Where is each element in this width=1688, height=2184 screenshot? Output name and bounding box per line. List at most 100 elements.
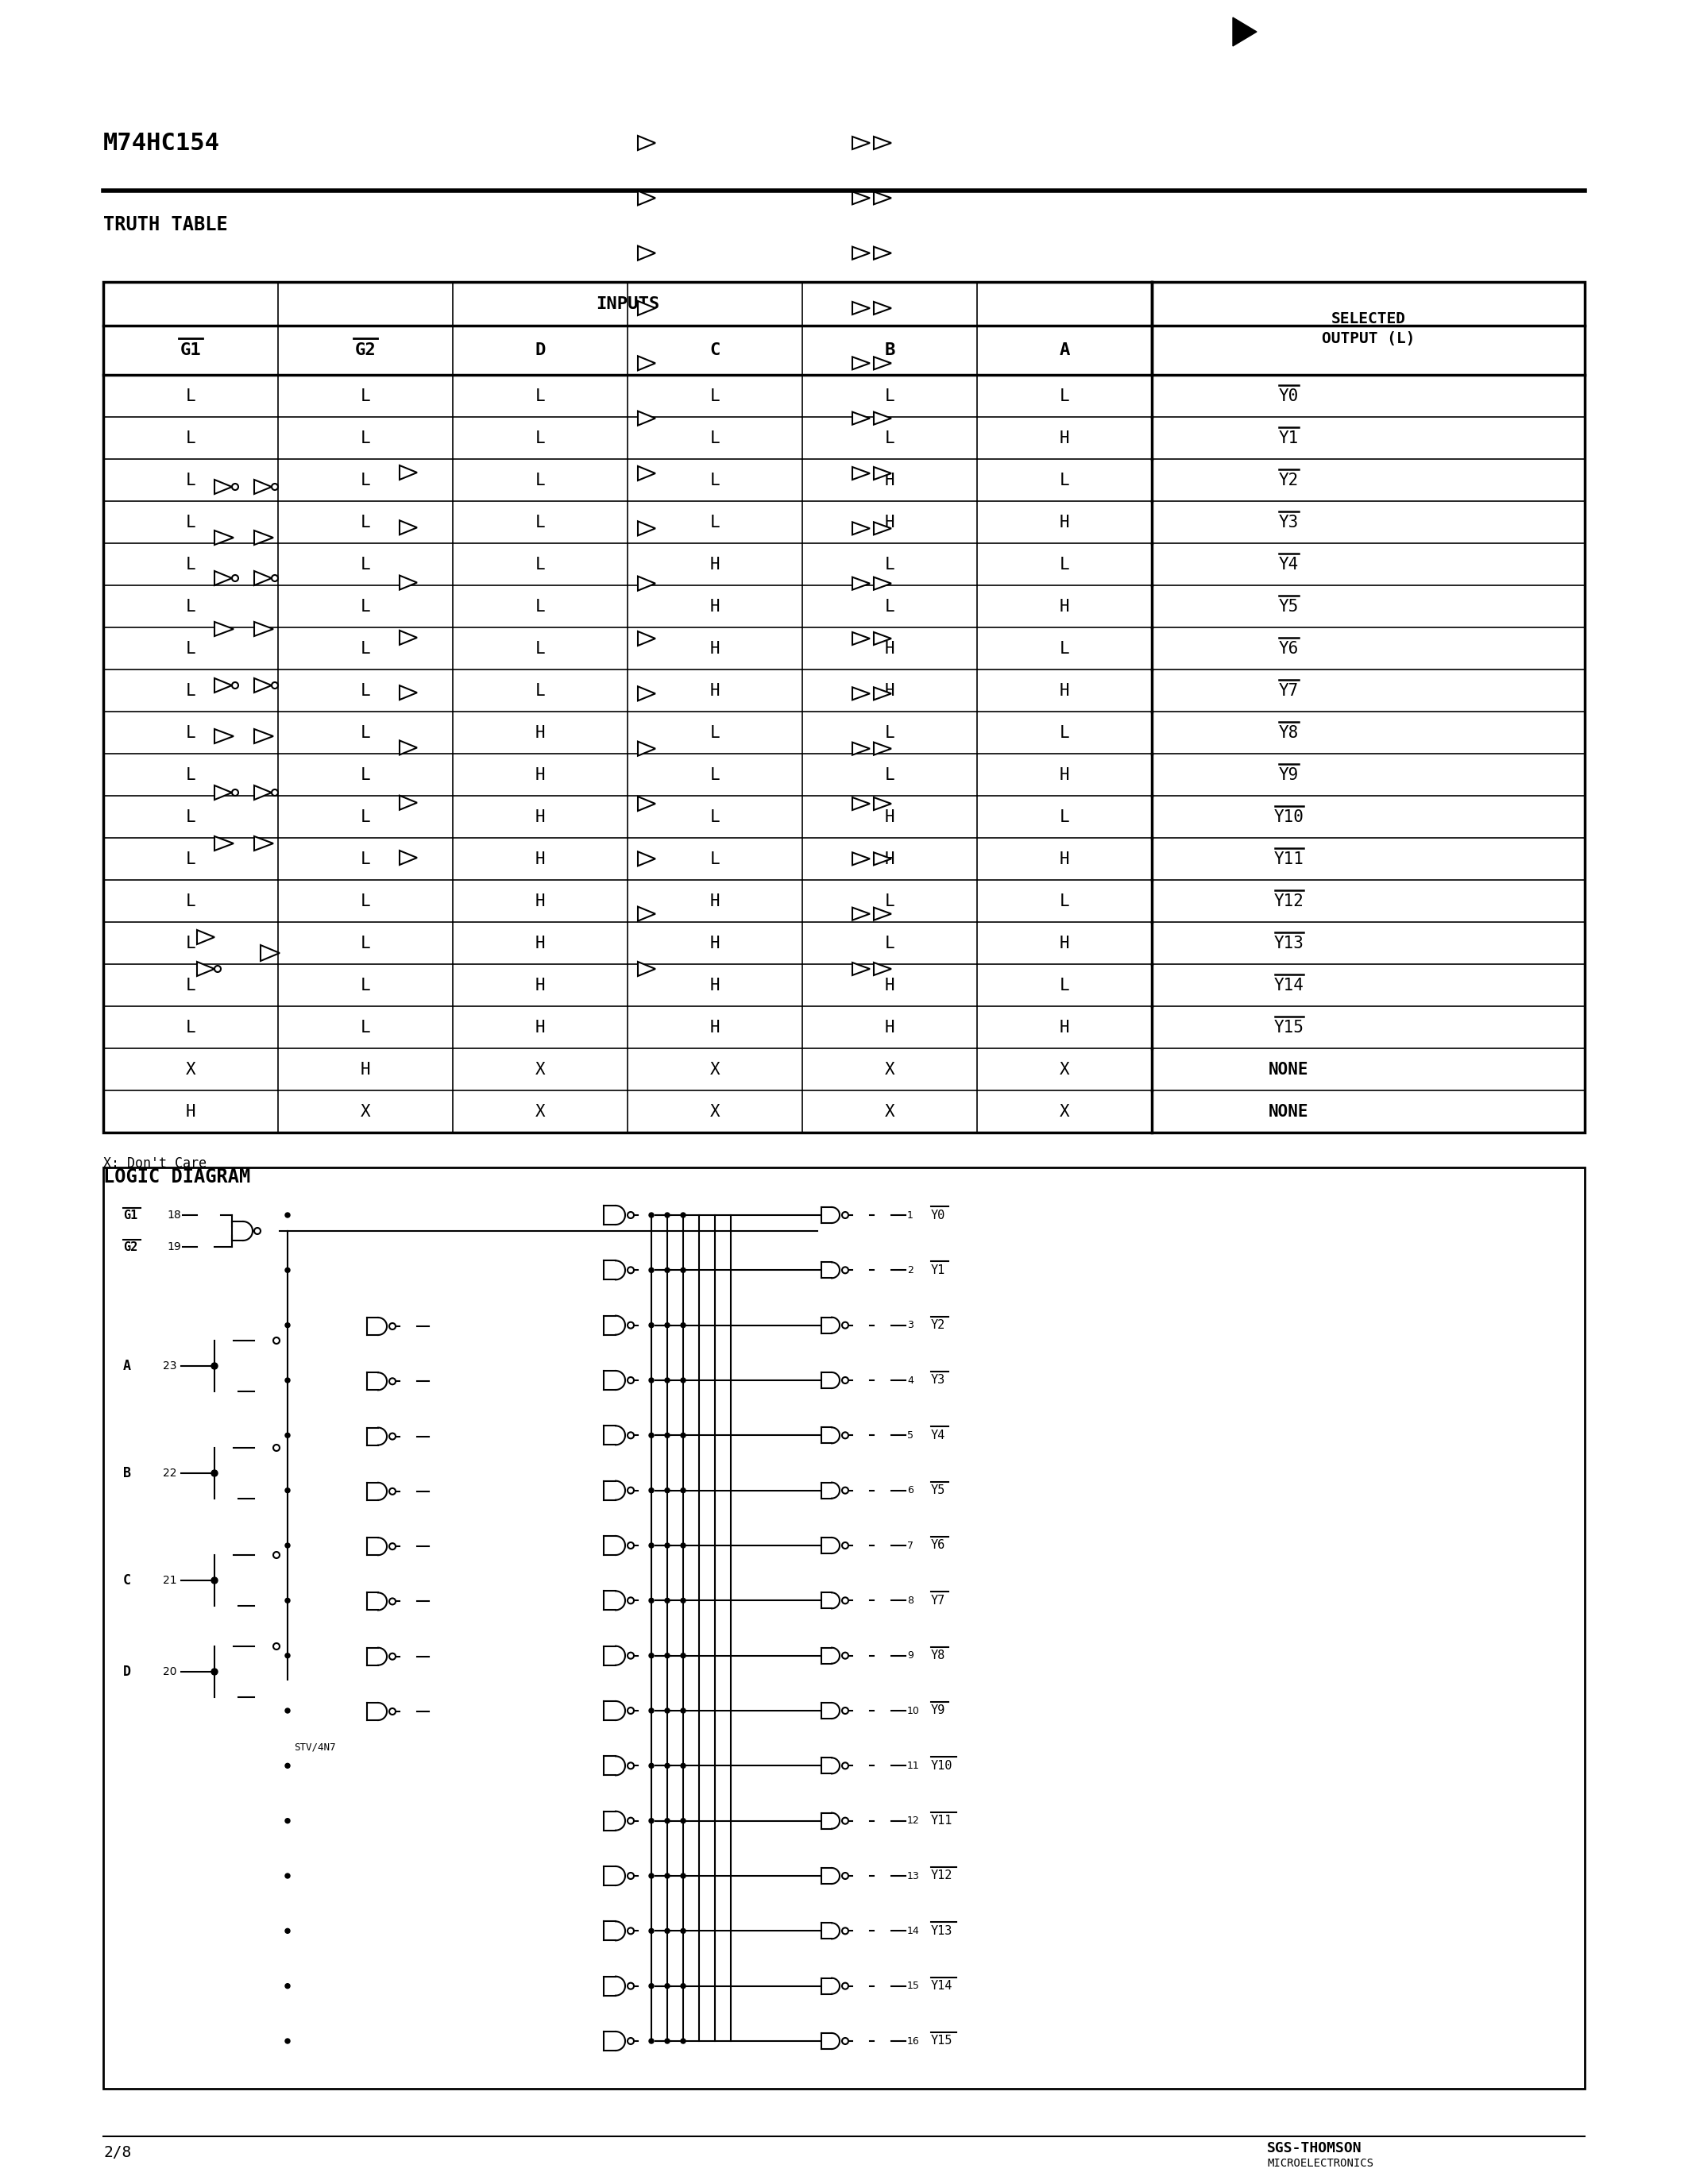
Polygon shape bbox=[822, 1979, 839, 1994]
Text: L: L bbox=[535, 513, 545, 531]
Text: X: X bbox=[186, 1061, 196, 1077]
Circle shape bbox=[648, 1653, 653, 1658]
Text: L: L bbox=[186, 852, 196, 867]
Text: L: L bbox=[361, 767, 370, 782]
Polygon shape bbox=[852, 688, 869, 699]
Circle shape bbox=[665, 1928, 670, 1933]
Circle shape bbox=[842, 1708, 849, 1714]
Text: H: H bbox=[535, 808, 545, 826]
Polygon shape bbox=[366, 1483, 387, 1500]
Polygon shape bbox=[231, 1221, 253, 1241]
Text: Y11: Y11 bbox=[932, 1815, 952, 1826]
Text: G1: G1 bbox=[181, 343, 201, 358]
Circle shape bbox=[648, 1599, 653, 1603]
Circle shape bbox=[628, 1872, 635, 1878]
Circle shape bbox=[842, 1817, 849, 1824]
Text: L: L bbox=[535, 472, 545, 487]
Text: H: H bbox=[885, 852, 895, 867]
Text: X: X bbox=[535, 1103, 545, 1120]
Text: L: L bbox=[361, 557, 370, 572]
Circle shape bbox=[273, 1553, 280, 1557]
Circle shape bbox=[680, 1874, 685, 1878]
Circle shape bbox=[390, 1433, 395, 1439]
Text: L: L bbox=[711, 472, 719, 487]
Text: L: L bbox=[1060, 725, 1070, 740]
Text: L: L bbox=[1060, 893, 1070, 909]
Circle shape bbox=[665, 1762, 670, 1769]
Circle shape bbox=[665, 1708, 670, 1712]
Text: INPUTS: INPUTS bbox=[596, 295, 660, 312]
Polygon shape bbox=[852, 743, 869, 756]
Circle shape bbox=[680, 1983, 685, 1987]
Text: Y9: Y9 bbox=[932, 1706, 945, 1717]
Polygon shape bbox=[604, 1590, 625, 1610]
Circle shape bbox=[648, 1928, 653, 1933]
Text: L: L bbox=[361, 935, 370, 950]
Circle shape bbox=[842, 1542, 849, 1548]
Circle shape bbox=[628, 1542, 635, 1548]
Circle shape bbox=[285, 1762, 290, 1769]
Circle shape bbox=[285, 1708, 290, 1712]
Polygon shape bbox=[604, 1977, 625, 1996]
Text: H: H bbox=[1060, 513, 1070, 531]
Circle shape bbox=[680, 1378, 685, 1382]
Polygon shape bbox=[852, 577, 869, 590]
Text: X: X bbox=[1060, 1061, 1070, 1077]
Polygon shape bbox=[874, 631, 891, 644]
Circle shape bbox=[272, 574, 279, 581]
Text: Y15: Y15 bbox=[1274, 1020, 1303, 1035]
Circle shape bbox=[390, 1544, 395, 1551]
Circle shape bbox=[214, 965, 221, 972]
Polygon shape bbox=[822, 1867, 839, 1885]
Polygon shape bbox=[366, 1704, 387, 1721]
Circle shape bbox=[842, 1487, 849, 1494]
Polygon shape bbox=[822, 1208, 839, 1223]
Text: 15: 15 bbox=[906, 1981, 920, 1992]
Text: H: H bbox=[186, 1103, 196, 1120]
Text: B: B bbox=[123, 1465, 132, 1481]
Text: L: L bbox=[535, 430, 545, 446]
Circle shape bbox=[648, 1324, 653, 1328]
Polygon shape bbox=[638, 961, 655, 976]
Polygon shape bbox=[366, 1372, 387, 1389]
Circle shape bbox=[390, 1378, 395, 1385]
Polygon shape bbox=[604, 1535, 625, 1555]
Circle shape bbox=[648, 1874, 653, 1878]
Polygon shape bbox=[638, 522, 655, 535]
Circle shape bbox=[273, 1642, 280, 1649]
Polygon shape bbox=[638, 631, 655, 646]
Text: Y2: Y2 bbox=[932, 1319, 945, 1332]
Circle shape bbox=[648, 1819, 653, 1824]
Text: 2/8: 2/8 bbox=[103, 2145, 132, 2160]
Text: D: D bbox=[535, 343, 545, 358]
Circle shape bbox=[255, 1227, 260, 1234]
Circle shape bbox=[842, 1597, 849, 1603]
Text: Y4: Y4 bbox=[1280, 557, 1298, 572]
Circle shape bbox=[680, 1762, 685, 1769]
Circle shape bbox=[680, 1653, 685, 1658]
Circle shape bbox=[285, 2038, 290, 2044]
Text: M74HC154: M74HC154 bbox=[103, 131, 219, 155]
Circle shape bbox=[648, 1708, 653, 1712]
Circle shape bbox=[665, 1983, 670, 1987]
Text: 18: 18 bbox=[167, 1210, 181, 1221]
Text: A: A bbox=[123, 1358, 132, 1374]
Polygon shape bbox=[638, 356, 655, 371]
Circle shape bbox=[628, 1321, 635, 1328]
Polygon shape bbox=[366, 1538, 387, 1555]
Text: L: L bbox=[885, 557, 895, 572]
Polygon shape bbox=[822, 2033, 839, 2049]
Circle shape bbox=[842, 1378, 849, 1382]
Polygon shape bbox=[874, 743, 891, 756]
Text: H: H bbox=[1060, 767, 1070, 782]
Circle shape bbox=[665, 1874, 670, 1878]
Circle shape bbox=[648, 1267, 653, 1273]
Text: C: C bbox=[709, 343, 721, 358]
Circle shape bbox=[680, 1267, 685, 1273]
Polygon shape bbox=[604, 1811, 625, 1830]
Circle shape bbox=[648, 1212, 653, 1216]
Circle shape bbox=[285, 1378, 290, 1382]
Circle shape bbox=[842, 1267, 849, 1273]
Polygon shape bbox=[604, 1701, 625, 1721]
Polygon shape bbox=[604, 1426, 625, 1446]
